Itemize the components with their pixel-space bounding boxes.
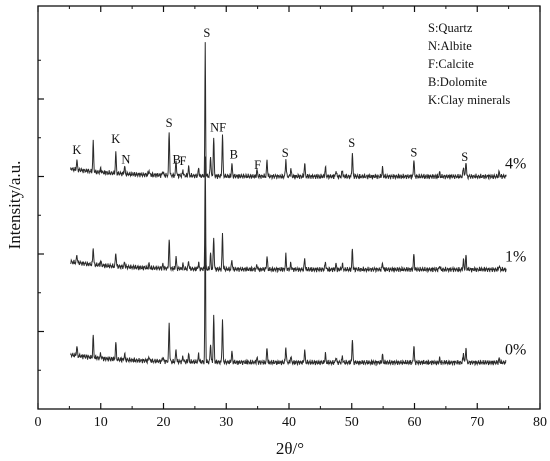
x-tick-label: 70	[470, 415, 484, 430]
x-tick-label: 50	[345, 415, 359, 430]
x-tick-labels: 0 10 20 30 40 50 60 70 80	[35, 415, 548, 430]
peak-label-s: S	[203, 26, 210, 40]
legend-entry: B:Dolomite	[428, 75, 487, 89]
series-line	[70, 42, 507, 181]
x-tick-label: 10	[94, 415, 108, 430]
peak-label-f: F	[179, 154, 186, 168]
series-4pct: 4%	[70, 42, 526, 181]
axis-ticks	[37, 6, 541, 409]
series-label: 0%	[505, 342, 526, 359]
peak-label-n: N	[121, 152, 130, 166]
series-label: 1%	[505, 249, 526, 266]
series-layer: 4% 1% 0%	[70, 42, 526, 367]
series-1pct: 1%	[70, 156, 526, 274]
peak-label-s: S	[166, 116, 173, 130]
x-tick-label: 40	[282, 415, 296, 430]
legend-entry: N:Albite	[428, 39, 472, 53]
x-tick-label: 30	[219, 415, 233, 430]
peak-label-s: S	[348, 136, 355, 150]
peak-label-b: B	[230, 148, 238, 162]
peak-label-b: B	[173, 152, 181, 166]
legend-entry: S:Quartz	[428, 21, 473, 35]
legend-entry: K:Clay minerals	[428, 93, 510, 107]
x-tick-label: 0	[35, 415, 42, 430]
x-tick-label: 60	[408, 415, 422, 430]
series-0pct: 0%	[70, 198, 526, 367]
peak-label-k: K	[72, 143, 81, 157]
y-axis-title: Intensity/a.u.	[5, 161, 24, 250]
peak-label-s: S	[282, 146, 289, 160]
series-line	[70, 198, 507, 367]
peak-label-s: S	[410, 145, 417, 159]
peak-label-nf: NF	[210, 121, 226, 135]
peak-label-k: K	[111, 132, 120, 146]
peak-label-s: S	[461, 150, 468, 164]
legend: S:Quartz N:Albite F:Calcite B:Dolomite K:Cla…	[428, 21, 510, 107]
legend-entry: F:Calcite	[428, 57, 474, 71]
x-tick-label: 20	[157, 415, 171, 430]
series-label: 4%	[505, 156, 526, 173]
series-line	[70, 156, 507, 274]
x-axis-title: 2θ/°	[276, 439, 304, 458]
peak-label-f: F	[254, 158, 261, 172]
x-tick-label: 80	[533, 415, 547, 430]
